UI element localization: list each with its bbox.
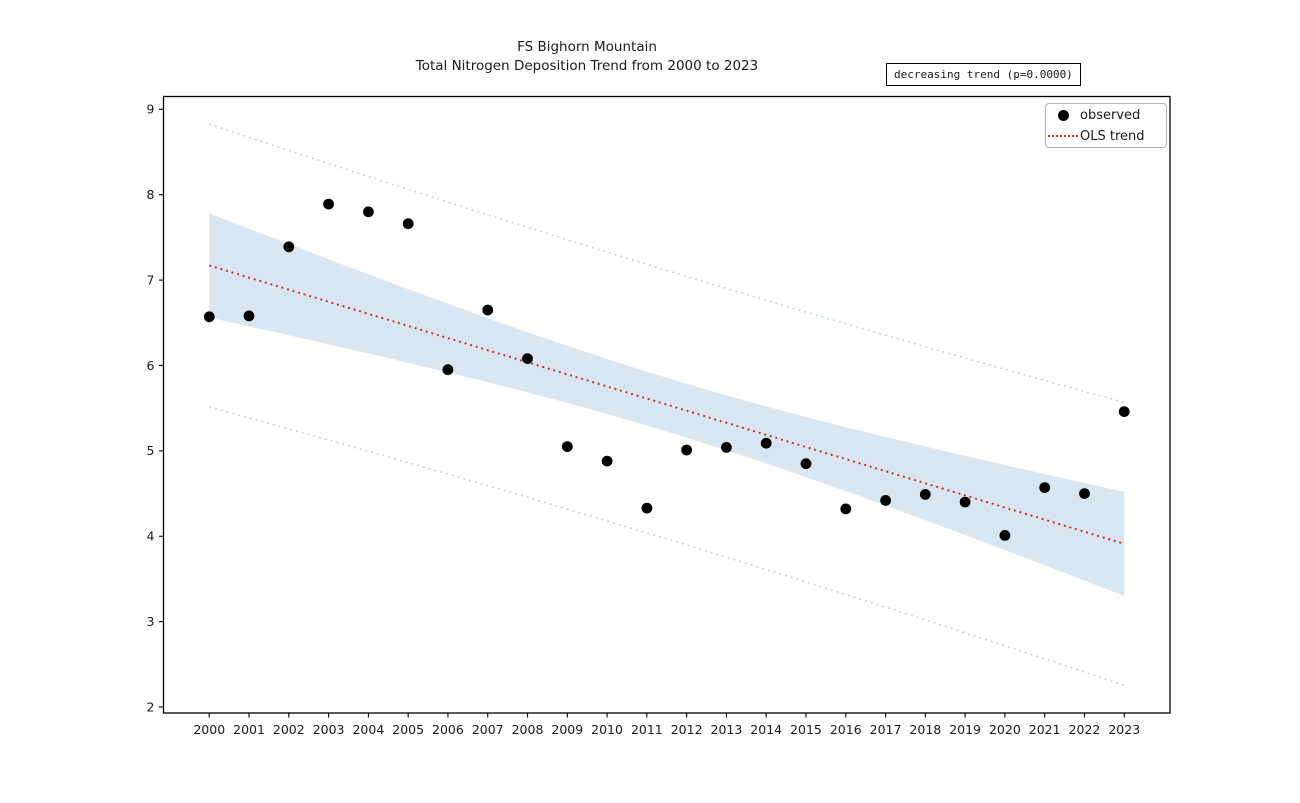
data-point-2002 [283,241,295,253]
legend-row-observed: observed [1046,105,1166,125]
legend-row-trend: OLS trend [1046,126,1166,146]
data-point-2023 [1118,406,1130,417]
prediction-interval-lower-line [209,406,1125,687]
x-tick-label-2007: 2007 [472,722,504,737]
data-point-2011 [641,502,653,514]
x-tick-label-2013: 2013 [711,722,743,737]
y-tick-label-4: 4 [147,529,155,544]
x-tick-label-2006: 2006 [432,722,464,737]
data-point-2004 [363,206,374,218]
y-tick-label-9: 9 [147,102,155,117]
legend-observed-label: observed [1080,107,1141,123]
y-tick-label-5: 5 [147,443,155,458]
trend-annotation-box: decreasing trend (p=0.0000) [886,63,1081,86]
x-tick-label-2014: 2014 [750,722,782,737]
data-point-2008 [522,353,533,364]
x-tick-label-2019: 2019 [949,722,981,737]
data-point-2010 [601,455,613,467]
confidence-band [209,213,1125,596]
x-tick-label-2021: 2021 [1029,722,1061,737]
data-point-2006 [442,364,454,376]
y-tick-label-2: 2 [147,699,155,714]
data-point-2003 [323,198,334,210]
trend-line-icon [1046,135,1080,137]
data-point-2014 [760,437,772,449]
data-point-2020 [999,530,1011,541]
legend-trend-label: OLS trend [1080,128,1145,144]
data-point-2000 [203,311,215,323]
y-tick-label-3: 3 [147,614,155,629]
x-tick-label-2003: 2003 [313,722,345,737]
chart-title-line1: FS Bighorn Mountain [517,39,657,55]
x-tick-label-2005: 2005 [392,722,424,737]
data-point-2007 [482,304,494,316]
axes-frame [162,95,1171,714]
x-tick-label-2010: 2010 [591,722,623,737]
data-point-2013 [721,442,732,453]
x-tick-label-2004: 2004 [352,722,384,737]
observed-marker-icon [1046,109,1080,121]
trend-annotation-text: decreasing trend (p=0.0000) [894,68,1073,81]
legend: observed OLS trend [1045,103,1167,148]
x-tick-label-2009: 2009 [551,722,583,737]
x-tick-label-2017: 2017 [870,722,902,737]
y-tick-label-8: 8 [147,187,155,202]
y-tick-label-7: 7 [147,272,155,287]
data-point-2018 [919,489,931,500]
x-tick-label-2016: 2016 [830,722,862,737]
y-tick-label-6: 6 [147,358,155,373]
x-tick-label-2022: 2022 [1069,722,1101,737]
prediction-interval-upper-line [209,123,1125,404]
x-tick-label-2000: 2000 [193,722,225,737]
x-tick-label-2015: 2015 [790,722,822,737]
data-point-2015 [800,458,812,470]
chart-title: FS Bighorn Mountain Total Nitrogen Depos… [0,38,1174,76]
x-tick-label-2002: 2002 [273,722,305,737]
x-tick-label-2008: 2008 [512,722,544,737]
chart-title-line2: Total Nitrogen Deposition Trend from 200… [415,58,759,74]
x-tick-label-2001: 2001 [233,722,265,737]
x-tick-label-2020: 2020 [989,722,1021,737]
data-point-2016 [840,503,852,515]
data-point-2017 [880,495,891,506]
data-point-2001 [243,310,255,322]
x-tick-label-2011: 2011 [631,722,663,737]
x-tick-label-2023: 2023 [1108,722,1140,737]
data-point-2022 [1079,488,1090,499]
data-point-2019 [959,496,971,508]
data-point-2012 [681,444,692,456]
data-point-2021 [1039,482,1051,493]
data-point-2009 [561,441,573,452]
data-point-2005 [402,218,414,230]
x-tick-label-2012: 2012 [671,722,703,737]
x-tick-label-2018: 2018 [909,722,941,737]
